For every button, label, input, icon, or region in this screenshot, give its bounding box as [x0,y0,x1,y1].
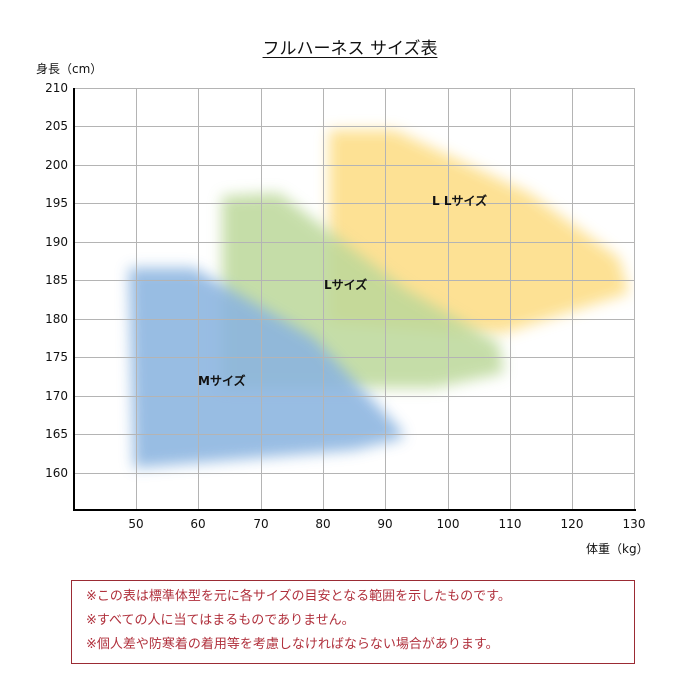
label-m-size: Mサイズ [198,374,246,388]
size-regions [129,130,629,468]
note-line: ※個人差や防寒着の着用等を考慮しなければならない場合があります。 [86,637,499,652]
y-tick: 195 [45,196,68,210]
x-tick: 50 [128,517,144,531]
y-axis-line [73,88,75,511]
x-tick: 110 [498,517,522,531]
y-axis-label: 身長（cm） [36,62,103,76]
grid-line [74,396,635,397]
x-tick: 80 [315,517,331,531]
grid-line [448,88,449,510]
grid-line [261,88,262,510]
x-tick: 120 [560,517,584,531]
grid-line [634,88,635,510]
region-ll [329,130,629,333]
y-tick: 210 [45,81,68,95]
grid-line [510,88,511,510]
x-tick: 60 [190,517,206,531]
grid-line [385,88,386,510]
y-tick: 175 [45,350,68,364]
x-tick: 70 [253,517,269,531]
notes-box: ※この表は標準体型を元に各サイズの目安となる範囲を示したものです。 ※すべての人… [71,580,635,664]
grid-line [198,88,199,510]
x-axis-line [73,509,636,511]
grid-line [323,88,324,510]
grid-line [136,88,137,510]
grid-line [74,357,635,358]
grid-line [74,88,635,89]
note-line: ※すべての人に当てはまるものでありません。 [86,613,355,628]
y-tick: 190 [45,235,68,249]
x-tick: 100 [436,517,460,531]
grid-line [74,203,635,204]
y-tick: 180 [45,312,68,326]
grid-line [74,473,635,474]
grid-line [74,280,635,281]
grid-line [74,242,635,243]
y-tick: 205 [45,119,68,133]
y-tick: 200 [45,158,68,172]
label-ll-size: L Lサイズ [432,194,488,208]
y-tick: 165 [45,427,68,441]
grid-line [572,88,573,510]
plot-area: Mサイズ Lサイズ L Lサイズ [74,88,635,510]
label-l-size: Lサイズ [324,278,368,292]
grid-line [74,165,635,166]
x-tick: 130 [622,517,646,531]
chart-title: フルハーネス サイズ表 [0,34,700,59]
y-tick: 160 [45,466,68,480]
grid-line [74,126,635,127]
region-m [129,268,404,468]
chart-title-text: フルハーネス サイズ表 [262,39,438,59]
y-tick: 185 [45,273,68,287]
x-tick: 90 [377,517,393,531]
note-line: ※この表は標準体型を元に各サイズの目安となる範囲を示したものです。 [86,589,511,604]
grid-line [74,434,635,435]
y-tick: 170 [45,389,68,403]
x-axis-label: 体重（kg） [586,542,649,556]
grid-line [74,319,635,320]
